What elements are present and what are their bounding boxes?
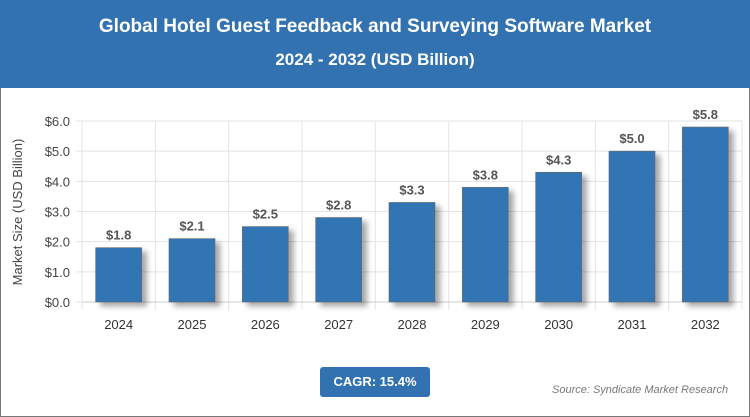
- y-tick-label: $5.0: [45, 144, 70, 159]
- x-tick-label: 2024: [104, 317, 133, 332]
- y-axis-label: Market Size (USD Billion): [10, 139, 25, 286]
- bar: [315, 217, 362, 303]
- y-tick-label: $0.0: [45, 295, 70, 310]
- source-note: Source: Syndicate Market Research: [552, 384, 729, 396]
- y-tick-label: $6.0: [45, 114, 70, 129]
- data-label: $1.8: [106, 228, 131, 243]
- chart-header: Global Hotel Guest Feedback and Surveyin…: [0, 0, 750, 88]
- x-tick-label: 2026: [251, 317, 280, 332]
- bar: [535, 171, 582, 303]
- x-tick-label: 2027: [324, 317, 353, 332]
- bar: [608, 150, 656, 303]
- bar: [95, 247, 142, 303]
- x-tick-label: 2031: [618, 317, 647, 332]
- chart-title: Global Hotel Guest Feedback and Surveyin…: [98, 16, 652, 37]
- bar: [462, 187, 509, 303]
- x-tick-label: 2025: [178, 317, 207, 332]
- data-label: $2.1: [179, 219, 204, 234]
- data-label: $2.5: [253, 207, 278, 222]
- data-label: $3.8: [473, 167, 498, 182]
- x-tick-label: 2029: [471, 317, 500, 332]
- cagr-badge: CAGR: 15.4%: [320, 367, 430, 397]
- y-tick-label: $3.0: [45, 205, 70, 220]
- y-tick-label: $1.0: [45, 265, 70, 280]
- chart-subtitle: 2024 - 2032 (USD Billion): [275, 50, 475, 69]
- x-tick-label: 2028: [398, 317, 427, 332]
- data-label: $2.8: [326, 198, 351, 213]
- bar: [682, 126, 729, 303]
- x-tick-label: 2030: [544, 317, 573, 332]
- y-tick-label: $2.0: [45, 235, 70, 250]
- y-tick-label: $4.0: [45, 174, 70, 189]
- x-tick-label: 2032: [691, 317, 720, 332]
- data-label: $5.0: [619, 131, 644, 146]
- bar: [168, 238, 216, 303]
- data-label: $4.3: [546, 152, 571, 167]
- bar: [388, 202, 436, 303]
- data-label: $3.3: [399, 182, 424, 197]
- data-label: $5.8: [693, 107, 718, 122]
- bar: [242, 226, 289, 303]
